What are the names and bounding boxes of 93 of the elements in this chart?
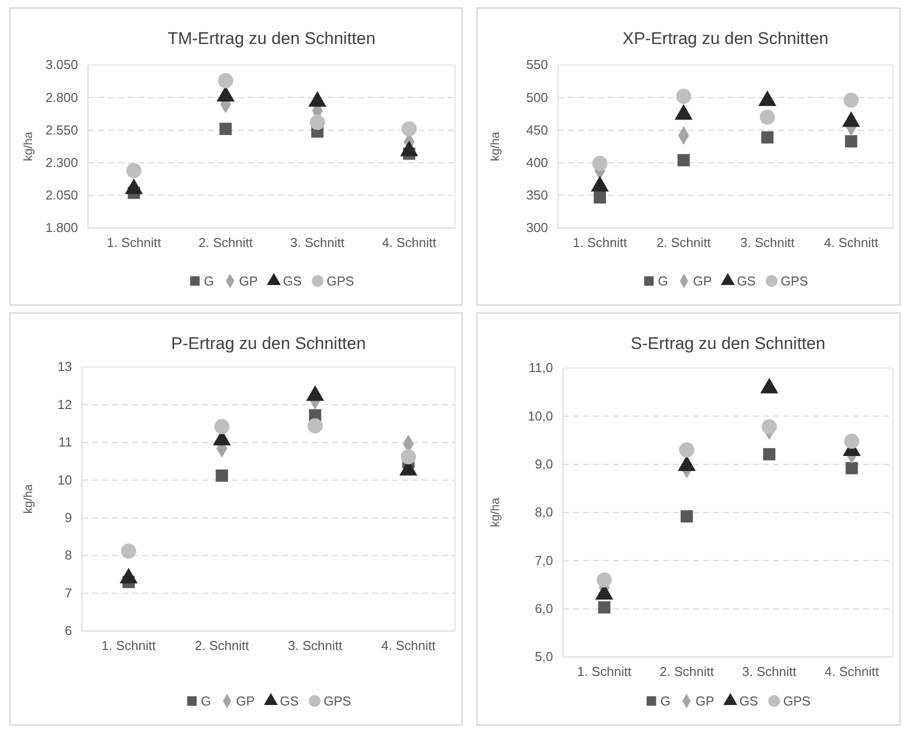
y-tick-label: 2.800 — [45, 90, 78, 105]
point — [678, 154, 690, 166]
point — [763, 448, 776, 460]
legend-label: GP — [239, 274, 258, 288]
y-tick-label: 7 — [64, 585, 72, 600]
x-tick-label: 2. Schnitt — [198, 235, 254, 250]
x-tick-label: 1. Schnitt — [572, 235, 628, 250]
chart-title: TM-Ertrag zu den Schnitten — [168, 29, 376, 48]
point — [400, 449, 416, 464]
point — [680, 510, 693, 522]
y-axis-title: kg/ha — [21, 132, 35, 162]
legend-label: GP — [236, 694, 255, 708]
point — [679, 442, 694, 458]
y-tick-label: 12 — [58, 396, 72, 412]
point — [310, 114, 325, 130]
y-tick-label: 10,0 — [528, 408, 553, 424]
y-tick-label: 500 — [526, 90, 548, 105]
point — [216, 469, 228, 482]
x-tick-label: 2. Schnitt — [194, 638, 250, 654]
chart-title: P-Ertrag zu den Schnitten — [171, 334, 366, 353]
y-tick-label: 2.550 — [45, 122, 78, 138]
x-tick-label: 2. Schnitt — [656, 235, 712, 250]
point — [402, 121, 417, 136]
point — [308, 418, 323, 434]
y-axis-title: kg/ha — [21, 484, 35, 514]
point — [676, 88, 692, 104]
x-tick-label: 2. Schnitt — [660, 664, 714, 680]
point — [220, 122, 232, 136]
legend-label: G — [204, 274, 214, 288]
x-tick-label: 4. Schnitt — [382, 235, 437, 250]
legend-label: GS — [282, 274, 302, 288]
x-tick-label: 3. Schnitt — [290, 235, 345, 250]
y-tick-label: 5,0 — [534, 649, 553, 664]
point — [594, 191, 606, 204]
x-tick-label: 3. Schnitt — [288, 638, 343, 654]
legend-label: GPS — [324, 694, 352, 708]
legend-label: GPS — [326, 274, 354, 288]
y-tick-label: 6 — [64, 623, 72, 638]
y-tick-label: 400 — [526, 154, 548, 170]
x-tick-label: 4. Schnitt — [824, 664, 880, 680]
point — [760, 110, 775, 125]
legend-label: G — [200, 694, 212, 708]
x-tick-label: 3. Schnitt — [742, 664, 797, 680]
chart-title: S-Ertrag zu den Schnitten — [630, 334, 826, 353]
legend-label: GP — [696, 694, 714, 708]
point — [121, 543, 136, 559]
point — [846, 462, 858, 474]
y-tick-label: 350 — [526, 188, 548, 203]
point — [596, 572, 612, 588]
legend-label: GP — [693, 274, 712, 288]
legend-label: G — [658, 274, 668, 288]
x-tick-label: 1. Schnitt — [102, 638, 156, 654]
y-tick-label: 11,0 — [528, 360, 553, 376]
x-tick-label: 4. Schnitt — [824, 235, 879, 250]
legend-label: G — [660, 694, 671, 708]
point — [218, 73, 234, 88]
x-tick-label: 1. Schnitt — [577, 664, 632, 680]
legend-label: GS — [739, 694, 758, 708]
y-tick-label: 7,0 — [534, 552, 553, 568]
y-tick-label: 8,0 — [534, 504, 553, 520]
point — [844, 434, 860, 449]
legend-label: GS — [280, 694, 299, 708]
y-tick-label: 3.050 — [45, 57, 78, 72]
point — [762, 419, 777, 434]
legend-label: GS — [736, 274, 756, 288]
point — [845, 135, 858, 148]
y-tick-label: 2.050 — [45, 188, 78, 203]
x-tick-label: 1. Schnitt — [106, 235, 162, 250]
y-tick-label: 13 — [58, 359, 72, 374]
y-tick-label: 300 — [526, 220, 548, 236]
y-axis-title: kg/ha — [488, 498, 502, 528]
y-tick-label: 1.800 — [45, 220, 78, 236]
point — [214, 419, 230, 434]
legend-label: GPS — [783, 694, 811, 708]
y-tick-label: 550 — [526, 57, 548, 72]
y-tick-label: 8 — [64, 548, 72, 563]
y-tick-label: 450 — [526, 122, 548, 138]
chart-title: XP-Ertrag zu den Schnitten — [622, 29, 829, 48]
point — [592, 156, 608, 172]
point — [598, 601, 610, 614]
y-tick-label: 10 — [58, 472, 72, 488]
legend-label: GPS — [780, 274, 808, 288]
y-axis-title: kg/ha — [488, 132, 502, 162]
x-tick-label: 4. Schnitt — [381, 638, 436, 654]
point — [844, 92, 859, 108]
point — [126, 163, 142, 178]
y-tick-label: 11 — [58, 434, 72, 450]
point — [761, 131, 774, 144]
y-tick-label: 9,0 — [534, 456, 553, 472]
y-tick-label: 2.300 — [45, 154, 78, 170]
x-tick-label: 3. Schnitt — [740, 235, 795, 250]
y-tick-label: 6,0 — [534, 600, 553, 616]
y-tick-label: 9 — [64, 510, 72, 526]
